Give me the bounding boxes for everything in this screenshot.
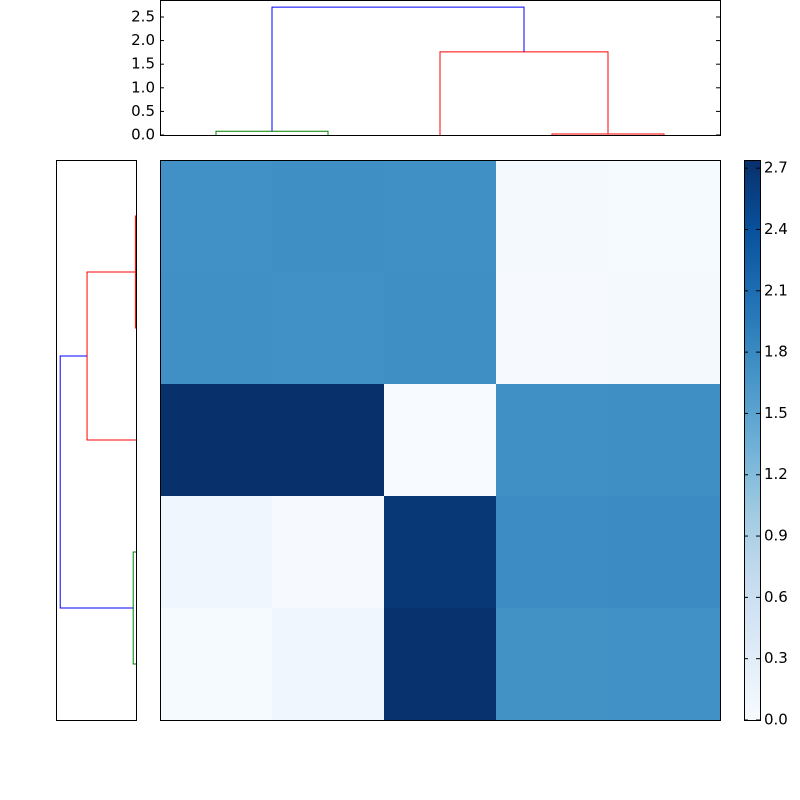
y-tick-label: 0.5	[131, 102, 155, 120]
colorbar-tick-label: 0.9	[764, 527, 788, 545]
dendrogram-link	[215, 130, 329, 135]
colorbar-tick-label: 2.7	[764, 159, 788, 177]
dendrogram-link	[134, 215, 136, 329]
heatmap-cell	[608, 608, 721, 721]
heatmap-cell	[608, 384, 721, 497]
y-tick-label: 2.0	[131, 31, 155, 49]
heatmap-cell	[272, 496, 385, 609]
dendrogram-link	[271, 6, 525, 132]
y-tick-label: 0.0	[131, 126, 155, 144]
heatmap-cell	[608, 160, 721, 273]
heatmap-cell	[496, 384, 609, 497]
dendrogram-link	[439, 51, 609, 135]
heatmap-cell	[272, 384, 385, 497]
heatmap-cell	[160, 160, 273, 273]
colorbar-tick-label: 0.0	[764, 711, 788, 729]
axes-frame	[56, 160, 137, 721]
heatmap-cell	[608, 272, 721, 385]
colorbar-tick-label: 0.6	[764, 588, 788, 606]
dendrogram-link	[59, 355, 134, 609]
heatmap-cell	[272, 160, 385, 273]
heatmap-cell	[272, 272, 385, 385]
axes-frame	[160, 160, 721, 721]
y-tick-label: 2.5	[131, 7, 155, 25]
colorbar-tick-label: 1.5	[764, 404, 788, 422]
heatmap-cell	[496, 496, 609, 609]
colorbar-tick-label: 1.2	[764, 465, 788, 483]
y-tick-label: 1.5	[131, 55, 155, 73]
colorbar-frame	[744, 160, 761, 721]
heatmap-cell	[160, 272, 273, 385]
heatmap-cell	[496, 160, 609, 273]
y-tick-label: 1.0	[131, 78, 155, 96]
heatmap-cell	[384, 272, 497, 385]
heatmap-cell	[160, 496, 273, 609]
heatmap-cell	[160, 384, 273, 497]
heatmap-cell	[160, 608, 273, 721]
colorbar	[744, 160, 760, 720]
heatmap-cell	[384, 160, 497, 273]
colorbar-tick-label: 2.1	[764, 281, 788, 299]
heatmap-cell	[608, 496, 721, 609]
colorbar-tick-label: 0.3	[764, 649, 788, 667]
dendrogram-link	[86, 271, 136, 441]
dendrogram-link	[132, 551, 136, 665]
colorbar-tick-label: 2.4	[764, 220, 788, 238]
dendrogram-link	[551, 133, 665, 135]
colorbar-tick-label: 1.8	[764, 343, 788, 361]
heatmap-cell	[496, 608, 609, 721]
heatmap-cell	[384, 384, 497, 497]
heatmap-cell	[272, 608, 385, 721]
heatmap-cell	[496, 272, 609, 385]
axes-frame	[160, 0, 721, 136]
heatmap-cell	[384, 496, 497, 609]
heatmap-cell	[384, 608, 497, 721]
